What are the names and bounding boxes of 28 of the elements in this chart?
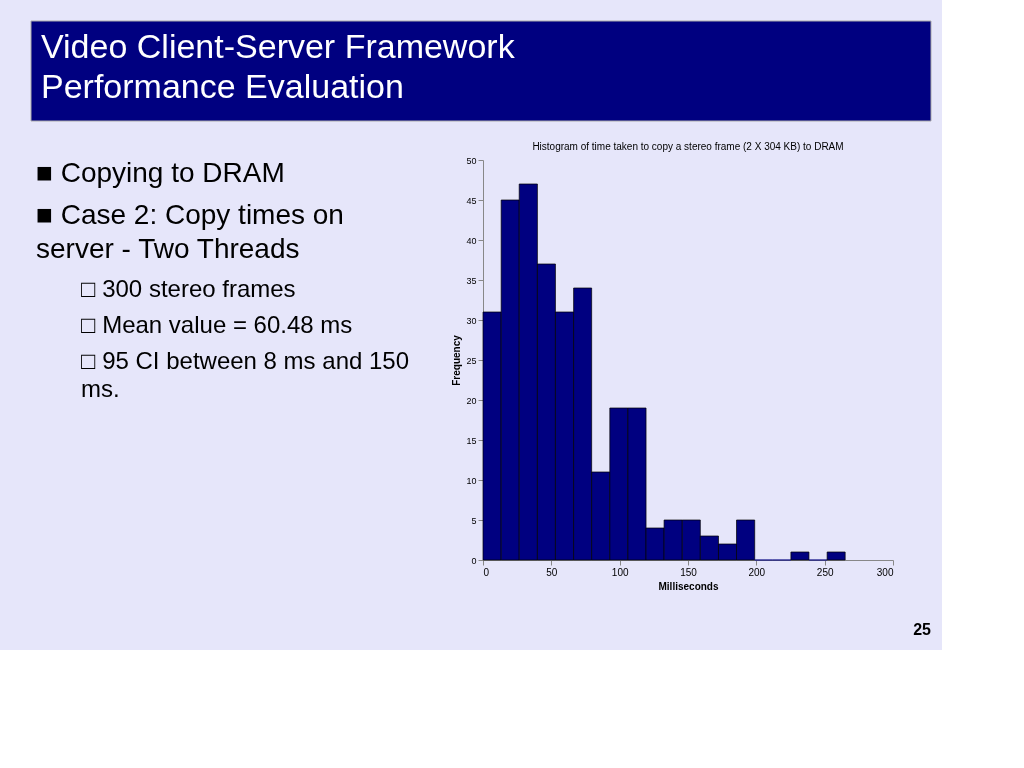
text: ■ Copying to DRAM xyxy=(36,157,285,188)
x-axis-title: Milliseconds xyxy=(658,580,719,592)
x-tick-label: 150 xyxy=(680,566,698,578)
y-axis-title: Frequency xyxy=(451,334,463,386)
x-tick-label: 100 xyxy=(611,566,629,578)
x-tick-label: 300 xyxy=(876,566,894,578)
y-tick-label: 30 xyxy=(466,315,477,326)
text: 25 xyxy=(913,621,932,638)
y-tick-label: 50 xyxy=(466,155,477,166)
y-tick-label: 5 xyxy=(471,515,477,526)
text: ■ Case 2: Copy times on server - Two Threads xyxy=(36,199,344,264)
y-tick-label: 45 xyxy=(466,195,477,206)
y-tick-label: 20 xyxy=(466,395,477,406)
y-tick-label: 35 xyxy=(466,275,477,286)
y-tick-label: 10 xyxy=(466,475,477,486)
x-tick-label: 0 xyxy=(483,566,490,578)
text: □ 95 CI between 8 ms and 150 ms. xyxy=(81,347,410,402)
x-tick-label: 200 xyxy=(748,566,766,578)
y-tick-label: 0 xyxy=(471,555,477,566)
x-tick-label: 250 xyxy=(816,566,834,578)
y-tick-label: 40 xyxy=(466,235,477,246)
chart-title: Histogram of time taken to copy a stereo frame (2 X 304 KB) to DRAM xyxy=(532,141,844,152)
y-tick-label: 25 xyxy=(466,355,477,366)
text: □ Mean value = 60.48 ms xyxy=(81,311,353,338)
text: Video Client-Server Framework Performance Evaluation xyxy=(41,27,516,105)
y-tick-label: 15 xyxy=(466,435,477,446)
text: □ 300 stereo frames xyxy=(81,275,296,302)
x-tick-label: 50 xyxy=(546,566,558,578)
